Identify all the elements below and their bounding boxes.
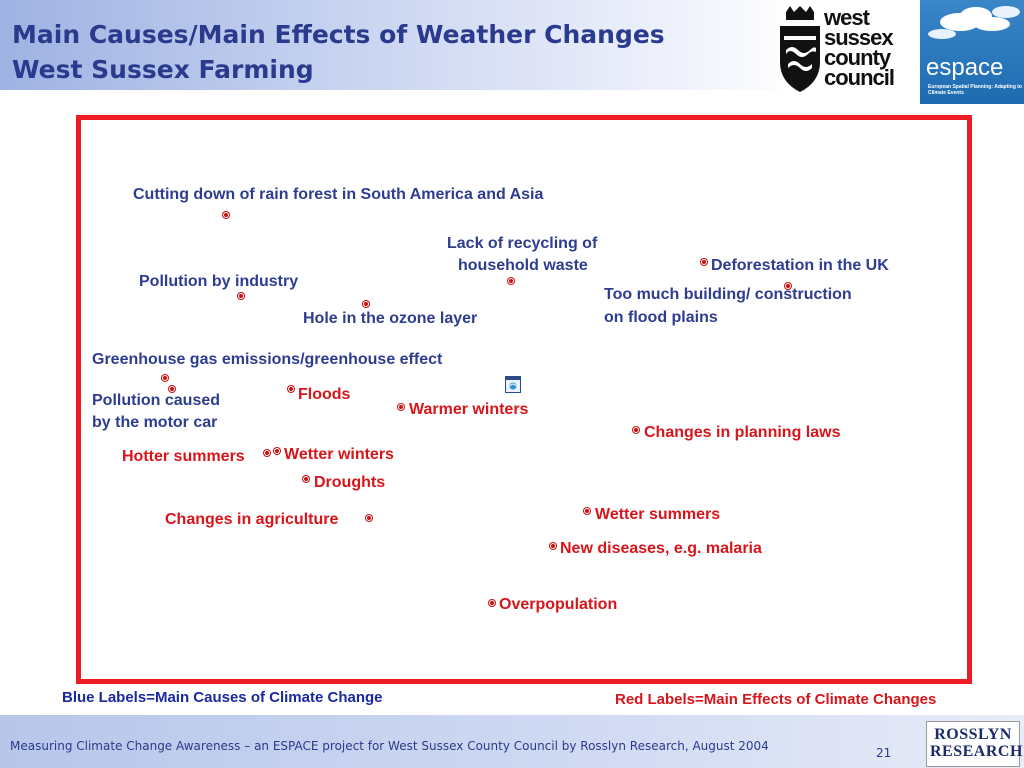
point-marker [288, 386, 294, 392]
effect-label: Hotter summers [122, 448, 245, 465]
point-marker [584, 508, 590, 514]
footer-caption: Measuring Climate Change Awareness – an … [10, 739, 769, 753]
rosslyn-research-logo: ROSSLYN RESEARCH [926, 721, 1023, 767]
cause-label: Pollution caused [92, 392, 221, 409]
point-marker [701, 259, 707, 265]
point-marker [274, 448, 280, 454]
effect-label: Changes in planning laws [644, 424, 841, 441]
council-logo-word: county [824, 45, 891, 70]
point-marker [169, 386, 175, 392]
slide-title-line2: West Sussex Farming [12, 55, 314, 84]
effect-label: Changes in agriculture [165, 511, 339, 528]
cause-label: Pollution by industry [139, 273, 299, 290]
effect-label: Warmer winters [409, 401, 529, 418]
embedded-object-icon[interactable] [505, 376, 521, 393]
west-sussex-county-council-logo: west sussex county council [776, 6, 916, 94]
cause-label: Lack of recycling of [447, 235, 598, 252]
espace-logo: espace European Spatial Planning: Adapti… [920, 0, 1024, 104]
point-marker [785, 283, 791, 289]
council-logo-word: west [824, 5, 870, 30]
cloud-icon [928, 6, 1020, 39]
council-logo-word: sussex [824, 25, 894, 50]
cause-label: Deforestation in the UK [711, 257, 889, 274]
cause-label: Greenhouse gas emissions/greenhouse effe… [92, 351, 443, 368]
point-marker [238, 293, 244, 299]
rosslyn-logo-line2: RESEARCH [930, 743, 1023, 760]
effect-label: New diseases, e.g. malaria [560, 540, 762, 557]
council-crest-icon [780, 6, 820, 92]
diagram-frame [76, 115, 972, 684]
page-number: 21 [876, 746, 892, 760]
rosslyn-logo-line1: ROSSLYN [934, 726, 1012, 743]
slide-footer: Measuring Climate Change Awareness – an … [0, 715, 1024, 768]
point-marker [398, 404, 404, 410]
effect-label: Floods [298, 386, 351, 403]
council-logo-text: west sussex county council [824, 5, 895, 90]
slide-title-line1: Main Causes/Main Effects of Weather Chan… [12, 20, 665, 49]
point-marker [363, 301, 369, 307]
point-marker [550, 543, 556, 549]
effect-label: Overpopulation [499, 596, 618, 613]
point-marker [303, 476, 309, 482]
cause-label: on flood plains [604, 309, 718, 326]
espace-logo-subtitle: European Spatial Planning: Adapting to C… [928, 84, 1022, 96]
effect-label: Wetter summers [595, 506, 721, 523]
cause-label: Cutting down of rain forest in South Ame… [133, 186, 544, 203]
council-logo-word: council [824, 65, 895, 90]
point-marker [508, 278, 514, 284]
effect-label: Wetter winters [284, 446, 394, 463]
cause-label: household waste [458, 257, 588, 274]
point-marker [162, 375, 168, 381]
point-marker [264, 450, 270, 456]
point-marker [633, 427, 639, 433]
effect-label: Droughts [314, 474, 386, 491]
point-marker [366, 515, 372, 521]
legend-causes: Blue Labels=Main Causes of Climate Chang… [62, 689, 383, 706]
cause-label: Too much building/ construction [604, 286, 852, 303]
cause-label: by the motor car [92, 414, 218, 431]
legend-effects: Red Labels=Main Effects of Climate Chang… [615, 691, 937, 708]
point-marker [223, 212, 229, 218]
point-marker [489, 600, 495, 606]
slide-header: Main Causes/Main Effects of Weather Chan… [0, 0, 1024, 90]
cause-label: Hole in the ozone layer [303, 310, 478, 327]
espace-logo-name: espace [926, 54, 1004, 81]
